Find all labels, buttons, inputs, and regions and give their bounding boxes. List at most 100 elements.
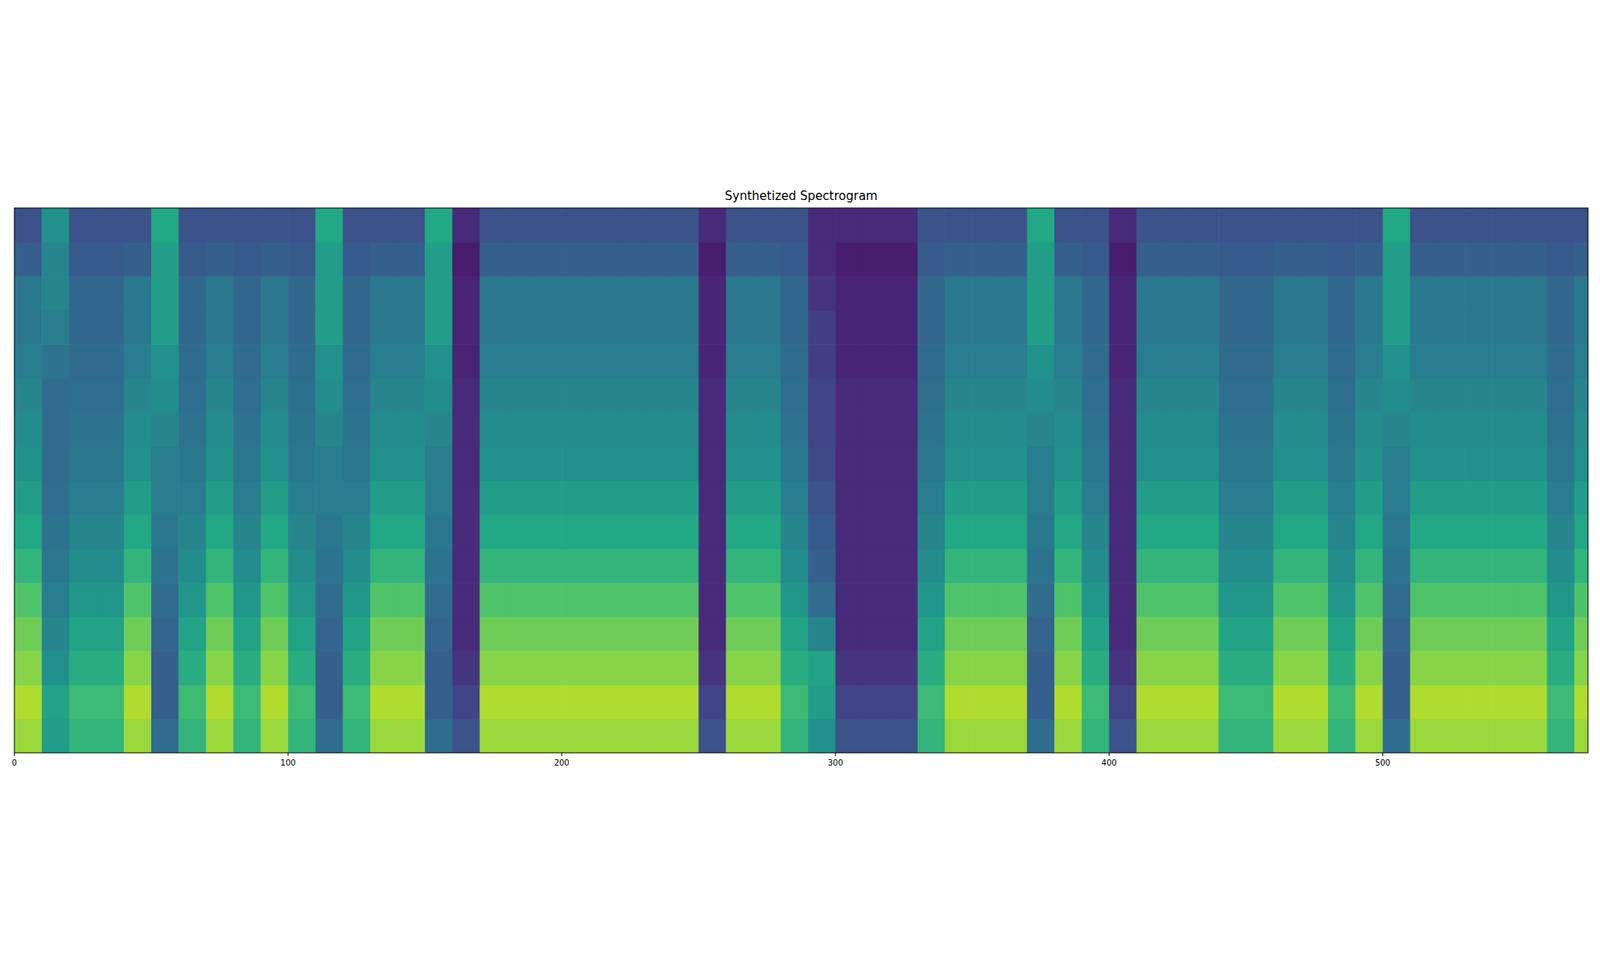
heatmap-cell — [178, 480, 207, 516]
heatmap-cell — [1464, 276, 1493, 311]
heatmap-cell — [178, 548, 207, 584]
heatmap-cell — [1410, 718, 1439, 753]
heatmap-cell — [780, 446, 809, 481]
heatmap-cell — [753, 412, 782, 447]
heatmap-cell — [671, 412, 700, 447]
heatmap-cell — [452, 616, 480, 652]
heatmap-cell — [890, 208, 919, 243]
heatmap-cell — [698, 208, 727, 243]
heatmap-cell — [1081, 412, 1110, 447]
heatmap-cell — [1547, 718, 1576, 753]
heatmap-cell — [644, 208, 672, 243]
heatmap-cell — [890, 276, 919, 311]
heatmap-cell — [1245, 548, 1274, 584]
heatmap-cell — [343, 650, 372, 685]
heatmap-cell — [835, 514, 864, 549]
heatmap-cell — [41, 344, 70, 379]
heatmap-cell — [1355, 582, 1384, 617]
heatmap-cell — [808, 480, 836, 516]
heatmap-cell — [96, 480, 125, 516]
heatmap-cell — [205, 378, 234, 413]
heatmap-cell — [315, 582, 344, 617]
heatmap-cell — [151, 480, 180, 516]
heatmap-cell — [507, 514, 536, 549]
heatmap-cell — [917, 514, 946, 549]
heatmap-cell — [151, 684, 180, 720]
heatmap-cell — [260, 412, 289, 447]
heatmap-cell — [370, 480, 399, 516]
heatmap-cell — [588, 446, 617, 481]
heatmap-cell — [68, 378, 97, 413]
heatmap-cell — [1000, 480, 1028, 516]
heatmap-cell — [890, 310, 919, 345]
heatmap-cell — [671, 616, 700, 652]
heatmap-cell — [151, 650, 180, 685]
heatmap-cell — [14, 582, 43, 617]
heatmap-cell — [1245, 650, 1274, 685]
x-tick — [561, 752, 563, 756]
heatmap-cell — [1081, 718, 1110, 753]
heatmap-cell — [671, 276, 700, 311]
heatmap-cell — [917, 446, 946, 481]
heatmap-cell — [1218, 412, 1247, 447]
heatmap-cell — [753, 718, 782, 753]
heatmap-cell — [862, 208, 891, 243]
heatmap-cell — [1054, 684, 1083, 720]
heatmap-cell — [780, 480, 809, 516]
heatmap-cell — [370, 582, 399, 617]
heatmap-cell — [1492, 276, 1520, 311]
heatmap-cell — [315, 378, 344, 413]
heatmap-cell — [917, 616, 946, 652]
heatmap-cell — [588, 616, 617, 652]
heatmap-cell — [1164, 514, 1192, 549]
heatmap-cell — [14, 378, 43, 413]
heatmap-cell — [1273, 582, 1302, 617]
heatmap-cell — [205, 718, 234, 753]
heatmap-cell — [1108, 344, 1137, 379]
heatmap-cell — [1382, 582, 1411, 617]
heatmap-cell — [288, 684, 316, 720]
heatmap-cell — [588, 684, 617, 720]
heatmap-cell — [753, 344, 782, 379]
heatmap-cell — [124, 446, 152, 481]
heatmap-cell — [698, 412, 727, 447]
heatmap-cell — [1382, 650, 1411, 685]
heatmap-cell — [151, 242, 180, 277]
heatmap-cell — [424, 378, 453, 413]
heatmap-cell — [178, 514, 207, 549]
heatmap-cell — [561, 514, 590, 549]
heatmap-cell — [1410, 650, 1439, 685]
heatmap-cell — [1273, 718, 1302, 753]
heatmap-cell — [1410, 208, 1439, 243]
heatmap-cell — [753, 208, 782, 243]
heatmap-cell — [725, 582, 754, 617]
heatmap-cell — [671, 650, 700, 685]
heatmap-cell — [1547, 412, 1576, 447]
heatmap-cell — [725, 412, 754, 447]
heatmap-cell — [1355, 446, 1384, 481]
heatmap-cell — [917, 480, 946, 516]
heatmap-cell — [1027, 276, 1056, 311]
heatmap-cell — [14, 650, 43, 685]
heatmap-cell — [862, 446, 891, 481]
heatmap-cell — [14, 480, 43, 516]
heatmap-cell — [1464, 480, 1493, 516]
heatmap-cell — [1382, 514, 1411, 549]
heatmap-cell — [41, 412, 70, 447]
heatmap-cell — [588, 344, 617, 379]
heatmap-cell — [1218, 242, 1247, 277]
heatmap-cell — [1081, 344, 1110, 379]
heatmap-cell — [972, 208, 1000, 243]
heatmap-cell — [68, 208, 97, 243]
heatmap-cell — [835, 276, 864, 311]
heatmap-cell — [1300, 718, 1329, 753]
heatmap-cell — [1164, 242, 1192, 277]
heatmap-cell — [1355, 310, 1384, 345]
heatmap-cell — [205, 616, 234, 652]
heatmap-cell — [1191, 446, 1220, 481]
heatmap-cell — [1108, 548, 1137, 584]
heatmap-cell — [96, 684, 125, 720]
heatmap-cell — [424, 684, 453, 720]
heatmap-cell — [725, 446, 754, 481]
heatmap-cell — [205, 208, 234, 243]
